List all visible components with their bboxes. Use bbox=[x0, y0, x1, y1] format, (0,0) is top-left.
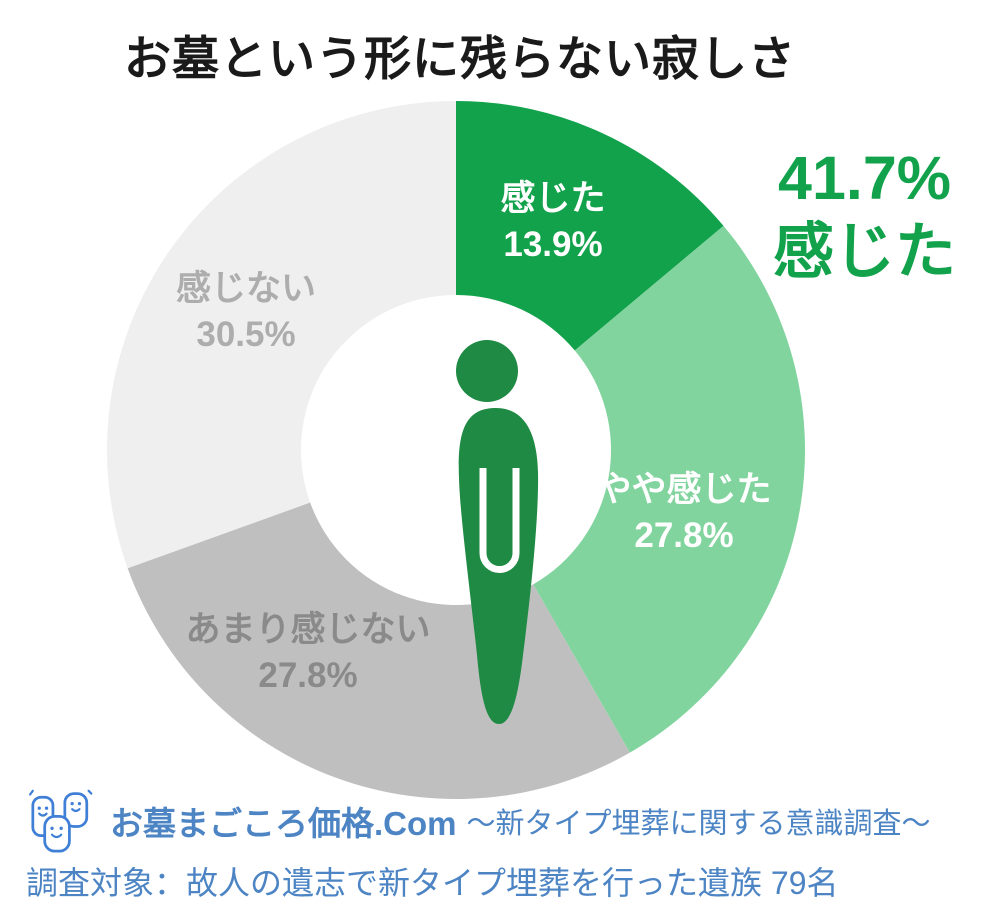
pie-slices bbox=[106, 101, 805, 799]
slice-label-kanjita: 感じた 13.9% bbox=[500, 176, 605, 268]
page-title: お墓という形に残らない寂しさ bbox=[124, 32, 796, 85]
pie-slice-3 bbox=[106, 101, 457, 569]
callout-label: 感じた bbox=[772, 217, 956, 286]
brand-name: お墓まごころ価格.Com bbox=[110, 805, 457, 842]
slice-label-value: 13.9% bbox=[503, 225, 603, 264]
bowing-person-icon bbox=[456, 340, 539, 724]
footer-brand-line: お墓まごころ価格.Com ～新タイプ埋葬に関する意識調査～ bbox=[26, 789, 976, 853]
slice-label-value: 30.5% bbox=[196, 315, 296, 354]
slice-label-value: 27.8% bbox=[258, 656, 358, 695]
footer: お墓まごころ価格.Com ～新タイプ埋葬に関する意識調査～ 調査対象：故人の遺志… bbox=[26, 789, 976, 904]
slice-label-yaya-kanjita: やや感じた 27.8% bbox=[596, 467, 771, 559]
pie-slice-0 bbox=[456, 101, 724, 351]
slice-label-text: 感じない bbox=[175, 268, 317, 308]
slice-label-text: あまり感じない bbox=[185, 609, 431, 649]
slice-label-amari-kanjinai: あまり感じない 27.8% bbox=[185, 607, 430, 699]
slice-label-text: 感じた bbox=[500, 178, 606, 218]
slice-label-kanjinai: 感じない 30.5% bbox=[176, 266, 316, 358]
callout-value: 41.7% bbox=[778, 144, 951, 212]
gravestone-family-logo-icon bbox=[28, 789, 93, 853]
callout-annotation: 41.7% 感じた bbox=[742, 142, 987, 288]
survey-title: ～新タイプ埋葬に関する意識調査～ bbox=[466, 808, 931, 840]
survey-target: 調査対象：故人の遺志で新タイプ埋葬を行った遺族 79名 bbox=[26, 865, 839, 901]
pie-slice-2 bbox=[127, 502, 630, 799]
slice-label-value: 27.8% bbox=[634, 516, 734, 555]
pie-slice-1 bbox=[533, 225, 805, 753]
slice-label-text: やや感じた bbox=[596, 469, 772, 509]
